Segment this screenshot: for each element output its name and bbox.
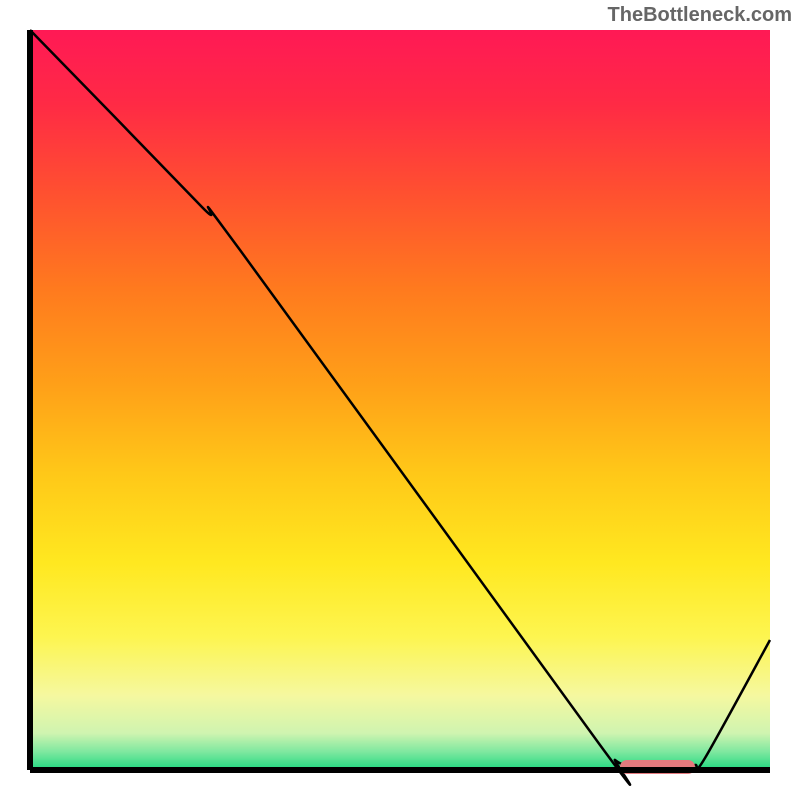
bottleneck-chart xyxy=(0,0,800,800)
watermark-text: TheBottleneck.com xyxy=(608,4,792,27)
plot-gradient-background xyxy=(30,30,770,770)
chart-svg xyxy=(0,0,800,800)
